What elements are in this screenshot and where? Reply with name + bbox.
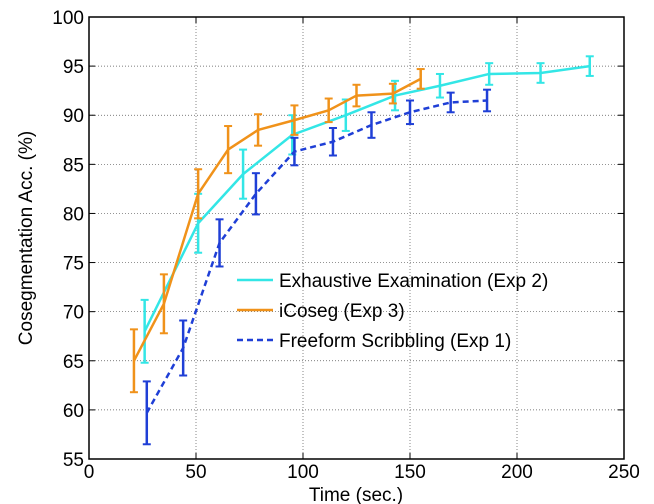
y-tick-label: 65 [63, 352, 84, 373]
y-tick-label: 95 [63, 57, 84, 78]
series-group [129, 68, 425, 394]
legend-label: Freeform Scribbling (Exp 1) [279, 331, 511, 352]
y-tick-label: 90 [63, 106, 84, 127]
legend: Exhaustive Examination (Exp 2) iCoseg (Ex… [237, 271, 548, 352]
series-layer [129, 55, 594, 446]
plot-frame [88, 16, 625, 460]
series-line [143, 64, 590, 332]
grid-lines [89, 17, 624, 459]
legend-label: iCoseg (Exp 3) [279, 301, 405, 322]
series-line [145, 99, 488, 414]
y-tick-label: 80 [63, 204, 84, 225]
legend-label: Exhaustive Examination (Exp 2) [279, 271, 548, 292]
x-tick-label: 100 [287, 462, 319, 483]
x-tick-label: 150 [394, 462, 426, 483]
y-tick-label: 85 [63, 155, 84, 176]
x-axis-label: Time (sec.) [309, 485, 403, 504]
series-group [142, 88, 492, 446]
series-line [132, 77, 422, 362]
x-tick-label: 0 [84, 462, 95, 483]
y-axis-label: Cosegmentation Acc. (%) [16, 131, 37, 345]
x-tick-label: 200 [501, 462, 533, 483]
axis-ticks: 0 50 100 150 200 250 55 60 65 70 75 80 85 90 95 100 [52, 8, 640, 483]
y-tick-label: 70 [63, 303, 84, 324]
x-tick-label: 50 [185, 462, 206, 483]
y-tick-label: 60 [63, 401, 84, 422]
y-tick-label: 100 [52, 8, 84, 29]
y-tick-label: 75 [63, 254, 84, 275]
x-tick-label: 250 [608, 462, 640, 483]
y-tick-label: 55 [63, 450, 84, 471]
